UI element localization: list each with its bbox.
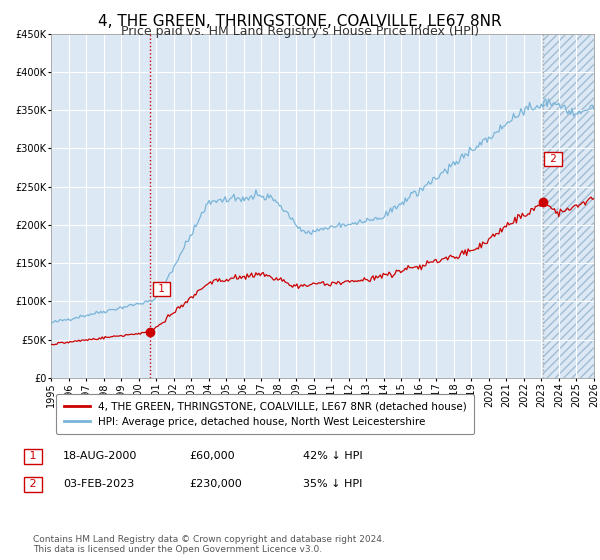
Text: 35% ↓ HPI: 35% ↓ HPI bbox=[303, 479, 362, 489]
Text: £230,000: £230,000 bbox=[189, 479, 242, 489]
Text: £60,000: £60,000 bbox=[189, 451, 235, 461]
Text: Price paid vs. HM Land Registry's House Price Index (HPI): Price paid vs. HM Land Registry's House … bbox=[121, 25, 479, 38]
Legend: 4, THE GREEN, THRINGSTONE, COALVILLE, LE67 8NR (detached house), HPI: Average pr: 4, THE GREEN, THRINGSTONE, COALVILLE, LE… bbox=[56, 394, 474, 434]
Bar bbox=[543, 34, 594, 378]
Text: 1: 1 bbox=[26, 451, 40, 461]
Text: 4, THE GREEN, THRINGSTONE, COALVILLE, LE67 8NR: 4, THE GREEN, THRINGSTONE, COALVILLE, LE… bbox=[98, 14, 502, 29]
Text: 03-FEB-2023: 03-FEB-2023 bbox=[63, 479, 134, 489]
Text: 18-AUG-2000: 18-AUG-2000 bbox=[63, 451, 137, 461]
Text: 2: 2 bbox=[547, 153, 560, 164]
Text: 42% ↓ HPI: 42% ↓ HPI bbox=[303, 451, 362, 461]
Text: 1: 1 bbox=[155, 284, 168, 294]
Text: 2: 2 bbox=[26, 479, 40, 489]
Text: Contains HM Land Registry data © Crown copyright and database right 2024.
This d: Contains HM Land Registry data © Crown c… bbox=[33, 535, 385, 554]
